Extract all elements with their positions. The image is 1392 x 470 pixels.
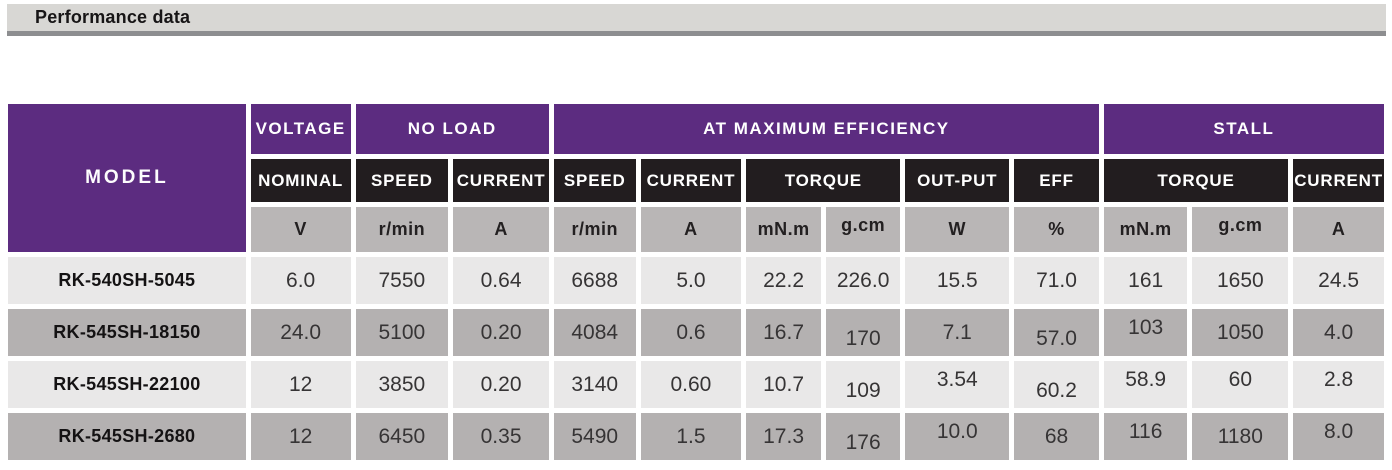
header-row-groups: MODEL VOLTAGE NO LOAD AT MAXIMUM EFFICIE…: [8, 104, 1384, 252]
subheader-nominal: NOMINAL: [250, 159, 351, 202]
section-title: Performance data: [35, 7, 191, 27]
cell-value: 4.0: [1293, 309, 1384, 356]
cell-value: 5100: [355, 309, 449, 356]
table-row: RK-540SH-5045 6.0 7550 0.64 6688 5.0 22.…: [8, 257, 1384, 304]
cell-value: 60: [1192, 361, 1289, 408]
header-group-no-load: NO LOAD: [355, 104, 549, 154]
table-row: RK-545SH-18150 24.0 5100 0.20 4084 0.6 1…: [8, 309, 1384, 356]
cell-value: 4084: [553, 309, 636, 356]
subheader-maxeff-torque: TORQUE: [746, 159, 901, 202]
cell-value: 60.2: [1014, 361, 1099, 408]
cell-value: 16.7: [746, 309, 821, 356]
unit-watts: W: [905, 207, 1010, 252]
cell-value: 10.0: [905, 413, 1010, 460]
cell-value: 15.5: [905, 257, 1010, 304]
cell-value: 226.0: [825, 257, 901, 304]
cell-value: 7550: [355, 257, 449, 304]
cell-value: 7.1: [905, 309, 1010, 356]
cell-value: 1050: [1192, 309, 1289, 356]
subheader-output: OUT-PUT: [905, 159, 1010, 202]
cell-value: 1650: [1192, 257, 1289, 304]
unit-stall-amps: A: [1293, 207, 1384, 252]
cell-value: 170: [825, 309, 901, 356]
cell-model: RK-545SH-2680: [8, 413, 246, 460]
cell-value: 1180: [1192, 413, 1289, 460]
subheader-stall-current: CURRENT: [1293, 159, 1384, 202]
cell-model: RK-540SH-5045: [8, 257, 246, 304]
cell-value: 8.0: [1293, 413, 1384, 460]
cell-value: 0.60: [640, 361, 742, 408]
cell-value: 3140: [553, 361, 636, 408]
subheader-stall-torque: TORQUE: [1103, 159, 1289, 202]
cell-value: 103: [1103, 309, 1188, 356]
subheader-eff: EFF: [1014, 159, 1099, 202]
cell-value: 10.7: [746, 361, 821, 408]
performance-data-table: MODEL VOLTAGE NO LOAD AT MAXIMUM EFFICIE…: [3, 99, 1389, 465]
cell-model: RK-545SH-18150: [8, 309, 246, 356]
cell-value: 24.5: [1293, 257, 1384, 304]
unit-maxeff-rpm: r/min: [553, 207, 636, 252]
cell-value: 5.0: [640, 257, 742, 304]
table-row: RK-545SH-2680 12 6450 0.35 5490 1.5 17.3…: [8, 413, 1384, 460]
unit-noload-rpm: r/min: [355, 207, 449, 252]
cell-value: 5490: [553, 413, 636, 460]
cell-value: 71.0: [1014, 257, 1099, 304]
header-row-units: V r/min A r/min A mN.m g.cm W % mN.m g.c…: [8, 207, 1384, 252]
cell-value: 6688: [553, 257, 636, 304]
cell-model: RK-545SH-22100: [8, 361, 246, 408]
cell-value: 109: [825, 361, 901, 408]
cell-value: 68: [1014, 413, 1099, 460]
cell-value: 22.2: [746, 257, 821, 304]
cell-value: 0.20: [453, 361, 549, 408]
cell-value: 2.8: [1293, 361, 1384, 408]
cell-value: 116: [1103, 413, 1188, 460]
unit-maxeff-gcm: g.cm: [825, 207, 901, 252]
header-group-voltage: VOLTAGE: [250, 104, 351, 154]
cell-value: 0.6: [640, 309, 742, 356]
cell-value: 12: [250, 361, 351, 408]
subheader-noload-speed: SPEED: [355, 159, 449, 202]
subheader-maxeff-speed: SPEED: [553, 159, 636, 202]
cell-value: 161: [1103, 257, 1188, 304]
unit-maxeff-mnm: mN.m: [746, 207, 821, 252]
unit-volts: V: [250, 207, 351, 252]
header-group-at-maximum-efficiency: AT MAXIMUM EFFICIENCY: [553, 104, 1099, 154]
cell-value: 12: [250, 413, 351, 460]
cell-value: 0.64: [453, 257, 549, 304]
cell-value: 1.5: [640, 413, 742, 460]
cell-value: 3850: [355, 361, 449, 408]
header-group-stall: STALL: [1103, 104, 1384, 154]
subheader-noload-current: CURRENT: [453, 159, 549, 202]
cell-value: 58.9: [1103, 361, 1188, 408]
table-row: RK-545SH-22100 12 3850 0.20 3140 0.60 10…: [8, 361, 1384, 408]
cell-value: 0.20: [453, 309, 549, 356]
cell-value: 0.35: [453, 413, 549, 460]
cell-value: 6.0: [250, 257, 351, 304]
section-title-bar: Performance data: [7, 4, 1386, 36]
unit-percent: %: [1014, 207, 1099, 252]
cell-value: 176: [825, 413, 901, 460]
subheader-maxeff-current: CURRENT: [640, 159, 742, 202]
unit-stall-gcm: g.cm: [1192, 207, 1289, 252]
unit-noload-amps: A: [453, 207, 549, 252]
cell-value: 24.0: [250, 309, 351, 356]
cell-value: 3.54: [905, 361, 1010, 408]
unit-maxeff-amps: A: [640, 207, 742, 252]
unit-stall-mnm: mN.m: [1103, 207, 1188, 252]
cell-value: 6450: [355, 413, 449, 460]
cell-value: 57.0: [1014, 309, 1099, 356]
header-model: MODEL: [8, 104, 246, 252]
header-row-subheaders: NOMINAL SPEED CURRENT SPEED CURRENT TORQ…: [8, 159, 1384, 202]
cell-value: 17.3: [746, 413, 821, 460]
